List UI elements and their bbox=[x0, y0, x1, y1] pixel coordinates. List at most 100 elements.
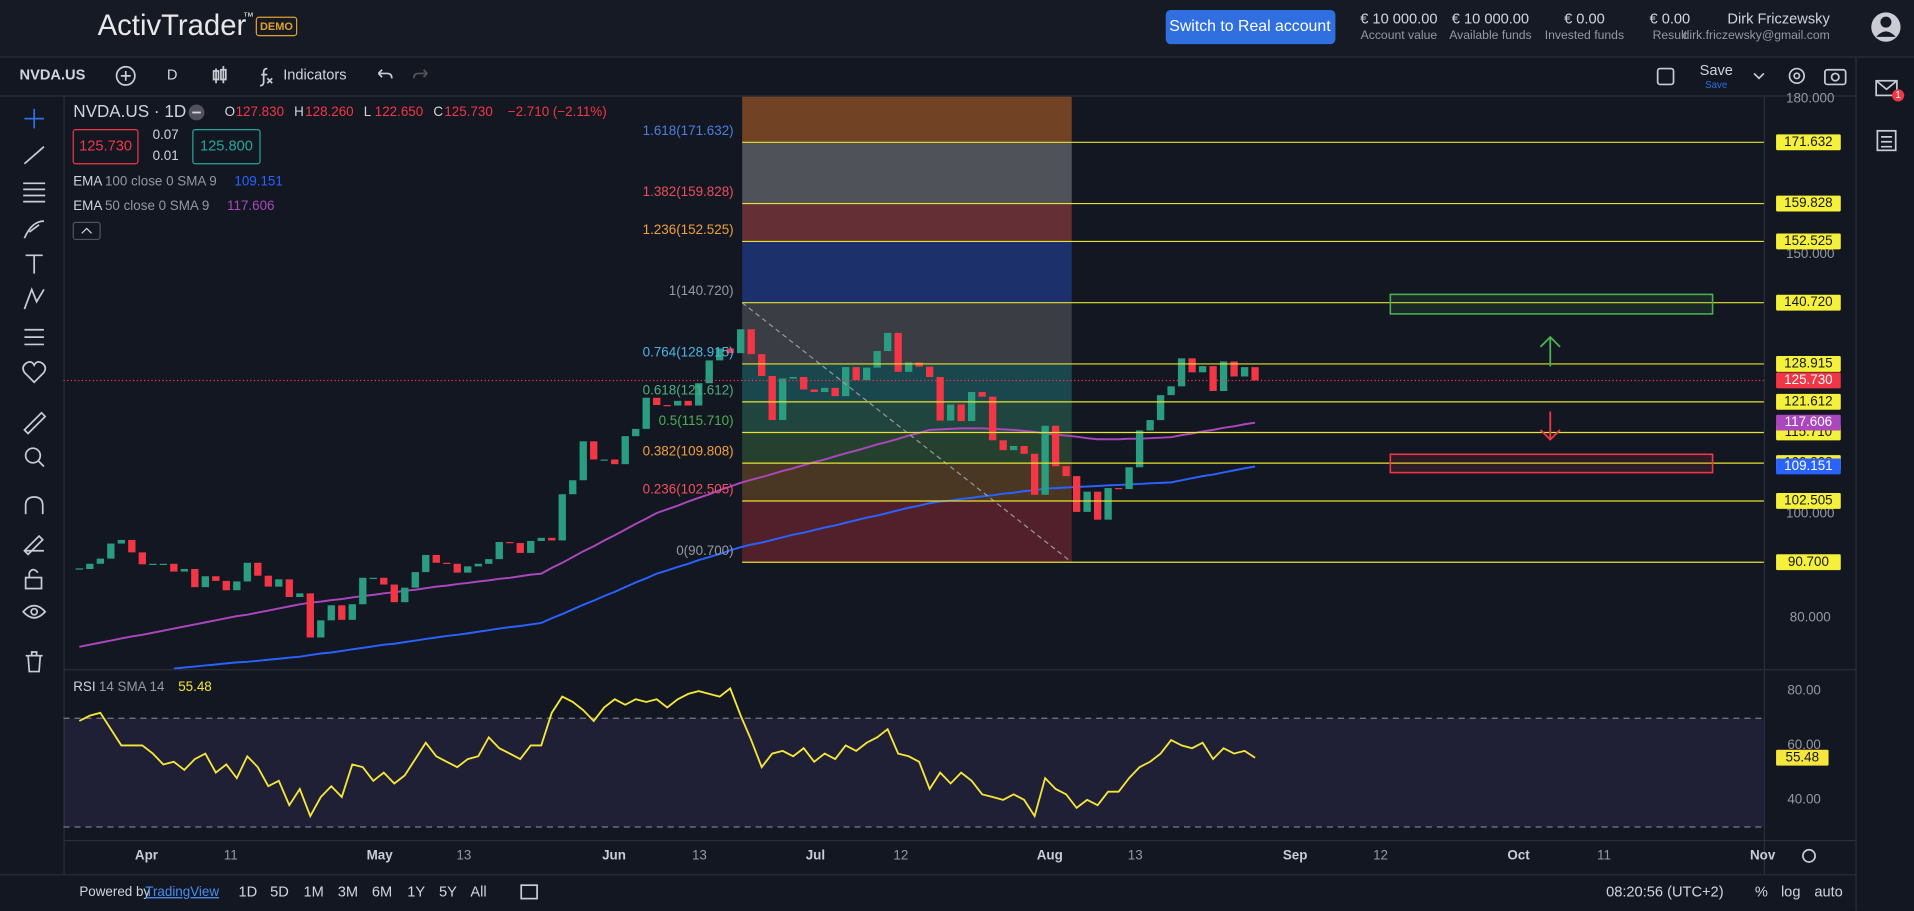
crosshair-tool[interactable] bbox=[24, 108, 44, 129]
redo-icon[interactable] bbox=[412, 69, 428, 79]
text-tool[interactable] bbox=[25, 254, 43, 274]
chart-type-icon[interactable] bbox=[212, 66, 227, 84]
price-tag bbox=[1776, 493, 1841, 509]
symbol[interactable]: NVDA.US bbox=[20, 68, 86, 84]
fib-level-label: 1.618(171.632) bbox=[643, 123, 734, 138]
layout-icon[interactable] bbox=[1656, 67, 1675, 86]
price-tag bbox=[1776, 233, 1841, 250]
price-tag bbox=[1776, 195, 1841, 212]
log-toggle[interactable]: log bbox=[1781, 884, 1801, 900]
date-range-icon[interactable] bbox=[520, 884, 538, 900]
fib-tool[interactable] bbox=[23, 182, 46, 203]
range-button[interactable]: 1D bbox=[238, 884, 257, 900]
range-button[interactable]: 1M bbox=[304, 884, 324, 900]
fib-band bbox=[742, 96, 1072, 143]
up-arrow bbox=[1539, 335, 1561, 367]
x-tick-label: Jul bbox=[806, 847, 825, 862]
delete-tool[interactable] bbox=[25, 651, 43, 673]
candle bbox=[285, 579, 293, 597]
stat-label: Available funds bbox=[1449, 28, 1531, 42]
logo: ActivTrader bbox=[98, 9, 247, 42]
news-icon[interactable] bbox=[1876, 129, 1897, 152]
bid-box[interactable] bbox=[72, 128, 139, 165]
ohlc-value: 122.650 bbox=[375, 104, 423, 119]
fib-band bbox=[742, 302, 1072, 364]
collapse-legend[interactable] bbox=[72, 221, 101, 241]
ask[interactable]: 125.800 bbox=[200, 139, 253, 155]
prediction-tool[interactable] bbox=[24, 328, 44, 346]
indicators[interactable]: Indicators bbox=[283, 68, 346, 84]
brush-tool[interactable] bbox=[23, 220, 44, 239]
range-button[interactable]: 3M bbox=[338, 884, 358, 900]
mail-icon[interactable] bbox=[1875, 79, 1898, 97]
candle bbox=[988, 396, 997, 441]
favorites-tool[interactable] bbox=[22, 361, 47, 384]
fib-level-label: 1(140.720) bbox=[669, 283, 734, 298]
percent-toggle[interactable]: % bbox=[1755, 884, 1768, 900]
range-button[interactable]: 1Y bbox=[407, 884, 425, 900]
ruler-tool[interactable] bbox=[23, 411, 47, 435]
provider-link[interactable]: TradingView bbox=[145, 884, 219, 899]
ohlc-key: O bbox=[225, 104, 235, 119]
fib-band bbox=[742, 500, 1072, 563]
down-arrow bbox=[1539, 411, 1561, 441]
x-tick-label: Apr bbox=[135, 847, 159, 862]
zoom-tool[interactable] bbox=[24, 447, 42, 464]
candle bbox=[453, 563, 461, 573]
add-icon[interactable] bbox=[115, 65, 136, 86]
ask-box[interactable] bbox=[192, 128, 261, 165]
notification-badge bbox=[1892, 89, 1905, 102]
user-name[interactable]: Dirk Friczewsky bbox=[1727, 12, 1830, 28]
rsi-band bbox=[63, 718, 1764, 827]
range-button[interactable]: All bbox=[470, 884, 486, 900]
switch-button[interactable] bbox=[1165, 9, 1336, 45]
axis-settings[interactable] bbox=[1802, 848, 1816, 863]
interval[interactable]: D bbox=[167, 68, 178, 84]
range-button[interactable]: 6M bbox=[372, 884, 392, 900]
change: −2.710 (−2.11%) bbox=[508, 104, 607, 119]
fib-level-label: 0.236(102.505) bbox=[643, 482, 734, 497]
price-tag bbox=[1776, 294, 1841, 311]
switch-button-text[interactable]: Switch to Real account bbox=[1169, 18, 1331, 35]
rsi-tag-text: 55.48 bbox=[1786, 749, 1820, 764]
candle bbox=[117, 539, 125, 544]
line-tool[interactable] bbox=[23, 146, 45, 165]
candle bbox=[726, 348, 734, 354]
candle bbox=[369, 577, 377, 580]
candle bbox=[1125, 467, 1133, 490]
price-tag bbox=[1776, 414, 1841, 431]
candle bbox=[936, 376, 944, 421]
candle bbox=[191, 568, 199, 588]
candle bbox=[894, 332, 902, 372]
camera-icon[interactable] bbox=[1824, 68, 1847, 86]
ohlc-key: C bbox=[433, 104, 443, 119]
undo-icon[interactable] bbox=[377, 69, 393, 79]
candle bbox=[1072, 476, 1081, 512]
save-menu[interactable] bbox=[1753, 72, 1765, 80]
x-tick-label: Aug bbox=[1037, 847, 1063, 862]
candle bbox=[296, 593, 304, 597]
bid[interactable]: 125.730 bbox=[79, 139, 132, 155]
lock-draw-tool[interactable] bbox=[23, 534, 44, 556]
candle bbox=[1083, 491, 1091, 512]
candle bbox=[527, 540, 535, 553]
magnet-tool[interactable] bbox=[24, 496, 44, 515]
candle bbox=[495, 541, 503, 560]
zoom-tool-handle bbox=[37, 459, 45, 468]
pattern-tool[interactable] bbox=[23, 287, 45, 310]
candle bbox=[705, 360, 713, 384]
save[interactable]: Save bbox=[1700, 63, 1733, 79]
candle bbox=[842, 367, 850, 397]
price-tag bbox=[1776, 134, 1841, 151]
lock-tool[interactable] bbox=[24, 576, 43, 590]
clock: 08:20:56 (UTC+2) bbox=[1606, 884, 1723, 900]
visibility-tool[interactable] bbox=[22, 604, 47, 619]
candle bbox=[758, 354, 766, 376]
auto-toggle[interactable]: auto bbox=[1814, 884, 1842, 900]
candle bbox=[537, 537, 545, 541]
range-button[interactable]: 5D bbox=[270, 884, 289, 900]
price-tag-text: 117.606 bbox=[1785, 414, 1832, 429]
range-button[interactable]: 5Y bbox=[439, 884, 457, 900]
settings-icon[interactable] bbox=[1788, 67, 1805, 85]
